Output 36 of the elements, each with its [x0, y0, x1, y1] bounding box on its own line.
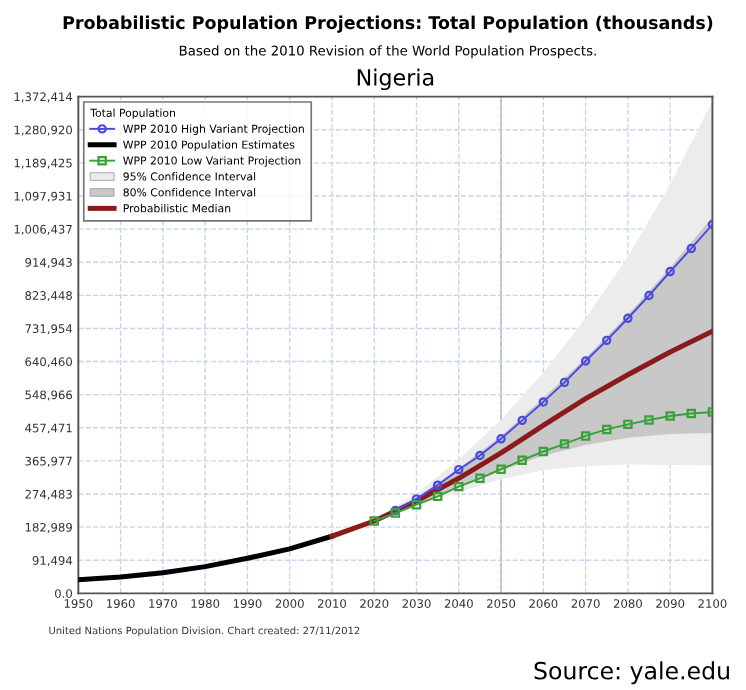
point [432, 480, 443, 490]
point [496, 464, 506, 474]
chart-title: Probabilistic Population Projections: Total Population (thousands) [63, 15, 713, 33]
point [686, 408, 697, 419]
point [369, 516, 379, 526]
source-note: Source: yale.edu [534, 661, 729, 685]
point [559, 439, 570, 449]
point [665, 266, 675, 277]
point [411, 499, 422, 510]
point [454, 481, 464, 492]
point [538, 397, 549, 407]
point [623, 313, 633, 324]
point [559, 377, 570, 388]
text: Nigeria [357, 68, 434, 91]
point [644, 415, 654, 425]
point [580, 356, 591, 366]
point [517, 415, 527, 426]
line-series [390, 219, 713, 516]
point [644, 290, 654, 301]
point [517, 455, 527, 465]
point [411, 494, 422, 504]
point [580, 431, 591, 441]
point [602, 424, 612, 435]
point [432, 491, 443, 502]
point [623, 419, 633, 430]
line-series [78, 533, 335, 583]
point [496, 434, 506, 444]
point [665, 411, 675, 421]
line-series [369, 407, 713, 526]
point [454, 464, 464, 475]
point [475, 450, 485, 461]
point [538, 446, 549, 457]
point [602, 335, 612, 346]
point [686, 243, 697, 254]
line-series [329, 328, 713, 539]
point [475, 473, 485, 484]
